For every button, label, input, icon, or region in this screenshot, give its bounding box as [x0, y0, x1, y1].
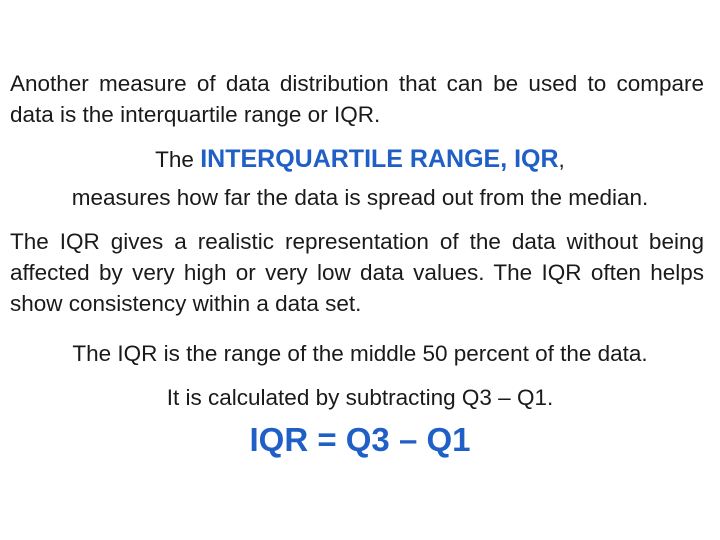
middle-fifty-statement: The IQR is the range of the middle 50 pe… — [72, 341, 648, 366]
definition-heading-line: The INTERQUARTILE RANGE, IQR, — [0, 144, 720, 175]
iqr-formula: IQR = Q3 – Q1 — [249, 421, 471, 458]
realistic-paragraph: The IQR gives a realistic representation… — [10, 229, 704, 316]
calculation-statement: It is calculated by subtracting Q3 – Q1. — [166, 385, 554, 410]
definition-term: INTERQUARTILE RANGE, IQR — [200, 145, 559, 173]
intro-paragraph: Another measure of data distribution tha… — [10, 71, 704, 127]
definition-comma: , — [558, 147, 565, 172]
definition-body: measures how far the data is spread out … — [71, 185, 649, 210]
definition-prefix: The — [155, 147, 201, 172]
